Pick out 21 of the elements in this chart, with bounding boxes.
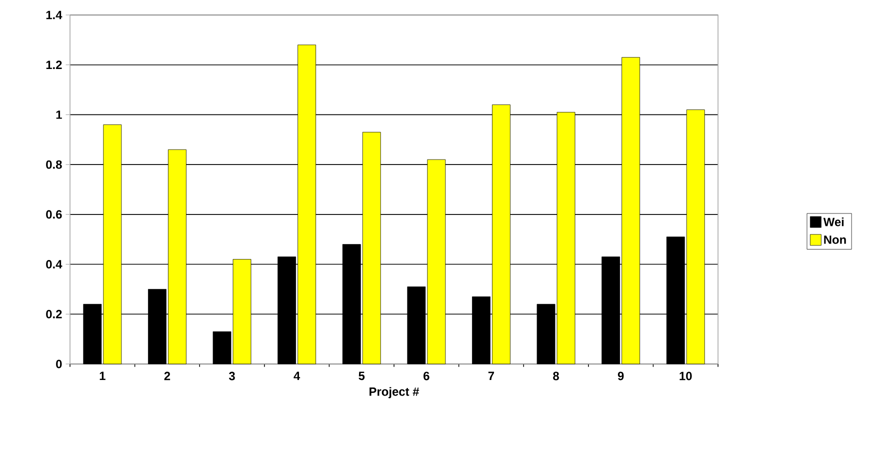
y-tick-label: 1.2 — [46, 60, 62, 70]
x-tick-label: 7 — [488, 372, 494, 380]
x-tick-label: 1 — [100, 372, 106, 380]
x-tick-label: 8 — [553, 372, 559, 380]
y-tick-label: 1.4 — [46, 10, 62, 20]
y-tick-label: 0 — [56, 360, 62, 368]
x-tick-label: 2 — [164, 372, 170, 380]
y-tick-label: 1 — [56, 110, 62, 119]
x-tick-label: 10 — [680, 372, 692, 380]
y-tick-label: 0.4 — [46, 260, 62, 268]
legend-label: Non — [824, 236, 846, 244]
legend-label: Wei — [823, 217, 844, 226]
y-tick-label: 0.8 — [46, 160, 62, 169]
x-tick-label: 5 — [358, 372, 365, 380]
x-tick-label: 9 — [618, 372, 624, 380]
y-tick-label: 0.6 — [46, 210, 62, 219]
y-tick-label: 0.2 — [46, 310, 62, 318]
x-tick-label: 6 — [424, 372, 430, 380]
x-tick-label: 3 — [228, 372, 235, 380]
x-axis-title: Project # — [370, 387, 420, 398]
x-tick-label: 4 — [294, 372, 300, 380]
